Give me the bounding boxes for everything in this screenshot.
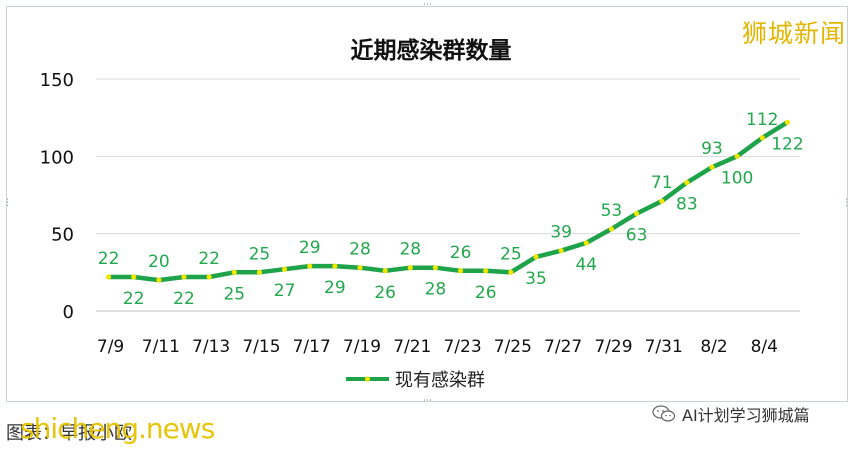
x-tick-label: 7/27	[544, 337, 582, 357]
data-label: 22	[123, 289, 145, 309]
data-point	[382, 268, 388, 274]
data-point	[407, 265, 413, 271]
data-label: 22	[98, 249, 120, 269]
resize-handle-bottom[interactable]: ⋯	[423, 396, 432, 406]
data-label: 27	[274, 281, 296, 301]
data-point	[558, 248, 564, 254]
data-label: 44	[575, 255, 597, 275]
data-point	[684, 180, 690, 186]
data-label: 28	[349, 240, 371, 260]
x-tick-label: 7/25	[494, 337, 532, 357]
chart-source-credit: 图表：早报小欧	[6, 423, 132, 444]
data-label: 20	[148, 252, 170, 272]
x-axis-ticks: 7/9 7/11 7/13 7/15 7/17 7/19 7/21 7/23 7/25 7/27 7…	[97, 337, 778, 357]
y-tick-label: 0	[63, 302, 74, 323]
data-label: 25	[249, 244, 271, 264]
x-tick-label: 7/31	[645, 337, 683, 357]
data-point	[659, 198, 665, 204]
resize-handle-top[interactable]: ⋯	[423, 0, 432, 10]
series-line	[106, 120, 790, 283]
x-tick-label: 7/13	[192, 337, 230, 357]
chart-frame: ⋯ ⋯ ⋮ ⋮	[3, 1, 851, 406]
data-point	[457, 268, 464, 274]
data-label: 112	[746, 110, 778, 130]
wechat-icon	[652, 405, 676, 422]
wechat-account-name: AI计划学习狮城篇	[682, 406, 810, 425]
data-point	[533, 254, 539, 260]
data-label: 71	[651, 173, 673, 193]
data-label: 83	[676, 195, 698, 215]
data-label: 26	[450, 243, 472, 263]
legend-label: 现有感染群	[395, 370, 485, 391]
data-label: 29	[299, 238, 321, 258]
data-point	[432, 265, 439, 271]
wechat-account: AI计划学习狮城篇	[652, 402, 810, 426]
x-tick-label: 7/29	[594, 337, 632, 357]
x-tick-label: 7/19	[343, 337, 381, 357]
data-label: 25	[223, 284, 245, 304]
x-tick-label: 7/23	[443, 337, 481, 357]
data-label: 28	[425, 280, 447, 300]
data-point	[583, 240, 589, 246]
data-point	[633, 210, 640, 217]
series-layer	[105, 119, 791, 283]
data-point	[734, 153, 740, 159]
y-tick-label: 150	[40, 70, 74, 91]
data-point	[281, 266, 288, 272]
data-label: 122	[771, 134, 803, 154]
data-label: 26	[374, 283, 396, 303]
data-label: 100	[721, 168, 753, 188]
chart-title: 近期感染群数量	[351, 37, 512, 64]
y-axis-ticks: 0 50 100 150	[40, 70, 74, 323]
data-label: 26	[475, 283, 497, 303]
data-labels: 2222202222252527292928262828262625353944…	[98, 110, 804, 309]
data-label: 35	[525, 269, 547, 289]
resize-handle-right[interactable]: ⋮	[842, 198, 851, 208]
x-tick-label: 7/17	[293, 337, 331, 357]
data-label: 28	[399, 240, 421, 260]
x-tick-label: 8/4	[751, 337, 778, 357]
data-label: 39	[550, 223, 572, 243]
data-point	[483, 268, 489, 274]
data-point	[181, 274, 187, 280]
legend-marker-swatch	[364, 376, 371, 382]
data-label: 22	[173, 289, 195, 309]
data-label: 25	[500, 244, 522, 264]
x-tick-label: 8/2	[700, 337, 727, 357]
data-label: 63	[626, 226, 648, 246]
x-tick-label: 7/11	[142, 337, 180, 357]
x-tick-label: 7/15	[242, 337, 280, 357]
data-point	[131, 274, 137, 280]
data-point	[206, 274, 212, 280]
data-point	[105, 274, 112, 280]
x-tick-label: 7/21	[393, 337, 431, 357]
resize-handle-left[interactable]: ⋮	[3, 198, 12, 208]
x-tick-label: 7/9	[97, 337, 124, 357]
data-point	[709, 164, 715, 170]
data-point	[256, 269, 263, 275]
site-url-watermark: shicheng.news	[20, 412, 215, 445]
data-point	[759, 135, 765, 141]
data-point	[508, 269, 514, 275]
data-point	[231, 269, 237, 275]
data-label: 53	[601, 201, 623, 221]
y-tick-label: 50	[51, 225, 74, 246]
legend: 现有感染群	[346, 370, 485, 391]
data-point	[608, 226, 615, 232]
data-point	[332, 263, 338, 269]
data-label: 22	[198, 249, 220, 269]
y-tick-label: 100	[40, 147, 74, 168]
data-point	[156, 277, 162, 283]
data-point	[307, 263, 313, 269]
data-point	[784, 119, 791, 125]
data-point	[357, 265, 363, 271]
data-label: 29	[324, 278, 346, 298]
data-label: 93	[701, 139, 723, 159]
gridlines	[96, 78, 800, 312]
site-logo-text: 狮城新闻	[741, 19, 846, 48]
